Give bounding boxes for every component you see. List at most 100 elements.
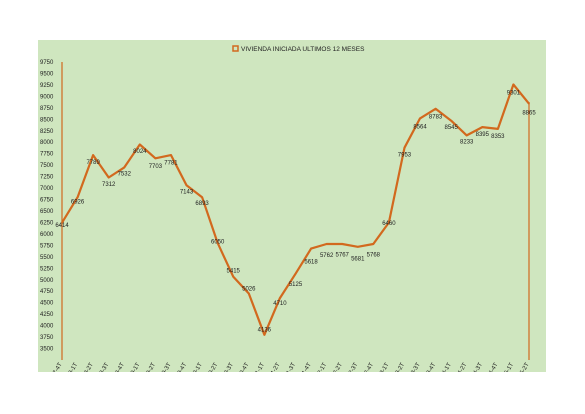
y-tick-label: 5500 <box>40 255 54 261</box>
y-tick-label: 9250 <box>40 83 54 89</box>
y-tick-label: 7750 <box>40 152 54 158</box>
x-tick-label: 2017-4T <box>47 362 64 372</box>
data-label: 7703 <box>149 164 163 170</box>
legend: VIVIENDA INICIADA ULTIMOS 12 MESES <box>232 45 365 53</box>
y-tick-label: 8500 <box>40 117 54 123</box>
data-label: 8564 <box>413 124 427 130</box>
x-tick-label: 2021-4T <box>296 362 313 372</box>
y-tick-label: 9500 <box>40 71 54 77</box>
data-point <box>185 184 188 187</box>
data-point <box>248 292 250 295</box>
data-point <box>465 134 468 137</box>
data-label: 5767 <box>336 253 350 259</box>
y-tick-label: 4750 <box>40 289 54 295</box>
y-tick-label: 6250 <box>40 220 54 226</box>
x-tick-label: 2019-3T <box>156 362 173 372</box>
x-tick-label: 2019-4T <box>172 362 189 372</box>
data-point <box>170 154 172 156</box>
x-tick-label: 2019-2T <box>141 362 158 372</box>
x-tick-label: 2021-3T <box>281 362 298 372</box>
legend-label: VIVIENDA INICIADA ULTIMOS 12 MESES <box>241 46 365 53</box>
data-label: 8783 <box>429 114 443 120</box>
data-point <box>356 245 359 248</box>
x-tick-label: 2020-1T <box>187 362 204 372</box>
data-point <box>107 176 110 179</box>
data-label: 8353 <box>491 134 505 140</box>
data-label: 8545 <box>444 125 458 131</box>
x-tick-label: 2024-3T <box>468 362 485 372</box>
data-label: 6414 <box>55 223 69 229</box>
x-tick-label: 2018-2T <box>78 362 95 372</box>
x-tick-label: 2023-2T <box>390 362 407 372</box>
x-tick-label: 2022-3T <box>343 362 360 372</box>
data-point <box>154 157 157 160</box>
y-tick-label: 4250 <box>40 312 54 318</box>
data-label: 6460 <box>382 221 396 227</box>
data-point <box>481 126 484 128</box>
y-tick-label: 9000 <box>40 94 54 100</box>
data-point <box>310 247 312 250</box>
data-point <box>450 119 452 122</box>
x-tick-label: 2019-1T <box>125 362 142 372</box>
data-point <box>61 221 63 224</box>
y-tick-label: 4000 <box>40 324 54 330</box>
data-label: 4136 <box>258 327 272 333</box>
data-label: 5415 <box>227 269 241 275</box>
x-tick-label: 2018-1T <box>63 362 80 372</box>
x-tick-label: 2018-3T <box>94 362 111 372</box>
legend-swatch <box>232 45 239 52</box>
data-label: 8233 <box>460 140 474 146</box>
x-tick-label: 2024-1T <box>437 362 454 372</box>
data-point <box>341 243 344 245</box>
series-line <box>61 83 530 336</box>
x-tick-label: 2022-1T <box>312 362 329 372</box>
data-label: 6893 <box>195 201 209 207</box>
x-tick-label: 2024-2T <box>452 362 469 372</box>
y-tick-label: 7000 <box>40 186 54 192</box>
y-tick-label: 6750 <box>40 198 54 204</box>
data-point <box>263 333 266 336</box>
y-tick-label: 4500 <box>40 301 54 307</box>
line-chart: VIVIENDA INICIADA ULTIMOS 12 MESES 97509… <box>40 45 536 372</box>
y-tick-label: 3500 <box>40 347 54 353</box>
data-label: 7789 <box>86 160 100 166</box>
x-tick-label: 2023-4T <box>421 362 438 372</box>
data-point <box>325 243 328 245</box>
data-label: 8024 <box>133 149 147 155</box>
data-label: 5762 <box>320 253 334 259</box>
y-tick-label: 8750 <box>40 106 54 112</box>
x-tick-label: 2020-4T <box>234 362 251 372</box>
y-tick-label: 5000 <box>40 278 54 284</box>
y-axis: 9750 9500 9250 9000 8750 8500 8250 8000 7750 7500… <box>40 60 530 360</box>
data-label: 7953 <box>398 152 412 158</box>
x-tick-label: 2021-2T <box>265 362 282 372</box>
data-label: 6050 <box>211 240 225 246</box>
y-tick-label: 5750 <box>40 243 54 249</box>
y-tick-label: 7250 <box>40 175 54 181</box>
y-tick-label: 3750 <box>40 335 54 341</box>
data-point <box>216 242 219 244</box>
data-label: 5618 <box>304 259 318 265</box>
data-point <box>403 146 406 149</box>
x-tick-label: 2023-1T <box>374 362 391 372</box>
x-axis: 2017-4T2018-1T2018-2T2018-3T2018-4T2019-… <box>47 362 531 372</box>
x-tick-label: 2018-4T <box>110 362 127 372</box>
data-label: 8865 <box>522 111 536 117</box>
data-point <box>232 275 235 278</box>
data-label: 9301 <box>507 91 521 97</box>
data-label: 7312 <box>102 182 116 188</box>
data-point <box>123 166 126 169</box>
data-label: 7143 <box>180 190 194 196</box>
data-label: 7532 <box>118 172 132 178</box>
data-label: 8395 <box>476 132 490 138</box>
data-point <box>419 117 421 120</box>
series-line-path <box>61 83 530 336</box>
data-point <box>76 196 79 199</box>
x-tick-label: 2022-4T <box>359 362 376 372</box>
x-tick-label: 2020-2T <box>203 362 220 372</box>
chart-area: VIVIENDA INICIADA ULTIMOS 12 MESES 9750 9… <box>38 40 546 372</box>
x-tick-label: 2025-1T <box>499 362 516 372</box>
x-tick-label: 2020-3T <box>219 362 236 372</box>
y-tick-label: 7500 <box>40 163 54 169</box>
